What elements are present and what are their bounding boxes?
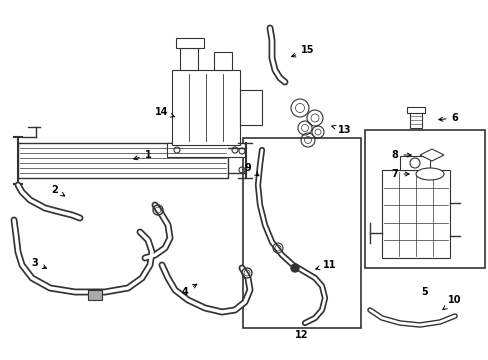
Text: 3: 3 xyxy=(32,258,46,269)
Circle shape xyxy=(290,264,298,272)
Text: 8: 8 xyxy=(391,150,410,160)
Text: 10: 10 xyxy=(442,295,461,310)
Text: 1: 1 xyxy=(133,150,151,160)
Bar xyxy=(167,143,244,157)
Text: 13: 13 xyxy=(331,125,351,135)
Ellipse shape xyxy=(415,168,443,180)
Text: 15: 15 xyxy=(291,45,314,57)
Bar xyxy=(214,52,231,70)
Polygon shape xyxy=(419,149,443,161)
Bar xyxy=(399,156,429,170)
Text: 2: 2 xyxy=(52,185,64,196)
Text: 6: 6 xyxy=(438,113,457,123)
Bar xyxy=(406,107,424,113)
Bar xyxy=(180,48,198,70)
Bar xyxy=(88,290,102,300)
Bar xyxy=(176,38,203,48)
Text: 7: 7 xyxy=(391,169,408,179)
Text: 9: 9 xyxy=(244,163,258,176)
Bar xyxy=(172,70,240,145)
Text: 5: 5 xyxy=(421,287,427,297)
Text: 4: 4 xyxy=(181,284,196,297)
Bar xyxy=(409,110,421,128)
Bar xyxy=(364,130,484,268)
Bar xyxy=(381,170,449,258)
Text: 11: 11 xyxy=(315,260,336,270)
Text: 12: 12 xyxy=(295,330,308,340)
Bar xyxy=(18,143,227,178)
Bar xyxy=(243,138,360,328)
Text: 14: 14 xyxy=(155,107,174,117)
Bar xyxy=(240,90,262,125)
